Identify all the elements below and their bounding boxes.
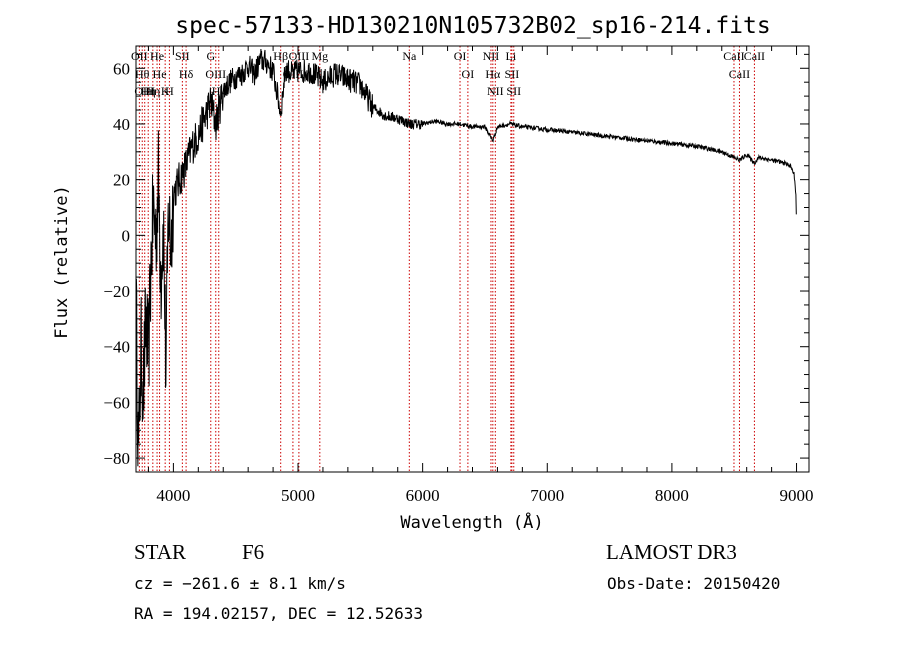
line-marker-label: Li (506, 49, 517, 63)
line-marker-label: OIII (289, 49, 310, 63)
x-axis-label: Wavelength (Å) (400, 511, 543, 533)
line-markers (138, 46, 755, 472)
chart-title: spec-57133-HD130210N105732B02_sp16-214.f… (175, 13, 770, 39)
line-marker-label: OIII (205, 67, 226, 81)
coordinates: RA = 194.02157, DEC = 12.52633 (134, 604, 423, 623)
line-marker-label: Hδ (179, 67, 194, 81)
line-marker-label: Hβ (273, 49, 288, 63)
line-marker-label: He (153, 67, 167, 81)
line-marker-label: NII (487, 84, 504, 98)
line-marker-label: Hα (485, 67, 501, 81)
plot-frame (135, 45, 810, 473)
y-tick-label: 0 (122, 226, 131, 245)
line-marker-label: H (165, 84, 174, 98)
line-marker-label: OI (462, 67, 475, 81)
y-tick-label: −40 (103, 338, 130, 357)
object-subclass: F6 (242, 540, 264, 564)
object-class: STAR (134, 540, 186, 564)
y-tick-label: −60 (103, 393, 130, 412)
line-marker-label: Mg (311, 49, 328, 63)
line-marker-label: G (206, 49, 215, 63)
line-marker-label: CaII (729, 67, 750, 81)
x-tick-label: 4000 (156, 486, 190, 505)
redshift-value: cz = −261.6 ± 8.1 km/s (134, 574, 346, 593)
x-tick-label: 5000 (281, 486, 315, 505)
y-tick-label: −20 (103, 282, 130, 301)
y-tick-label: −80 (103, 449, 130, 468)
y-tick-label: 40 (113, 115, 130, 134)
line-marker-label: Hθ (135, 67, 150, 81)
line-marker-label: NII (483, 49, 500, 63)
line-marker-label: OII (131, 49, 148, 63)
line-marker-label: Hη (145, 84, 160, 98)
line-marker-label: K (161, 84, 170, 98)
line-marker-label: SII (506, 84, 521, 98)
x-tick-label: 9000 (780, 486, 814, 505)
y-axis-ticks: −80 −60 −40 −20 0 20 40 60 (103, 53, 809, 468)
y-tick-label: 20 (113, 171, 130, 190)
x-tick-label: 7000 (530, 486, 564, 505)
observation-date: Obs-Date: 20150420 (607, 574, 780, 593)
line-marker-label: CaII (723, 49, 744, 63)
x-tick-label: 8000 (655, 486, 689, 505)
line-marker-label: Hη (141, 84, 156, 98)
line-marker-label: SII (505, 67, 520, 81)
x-tick-label: 6000 (406, 486, 440, 505)
line-marker-label: SII (175, 49, 190, 63)
x-axis-ticks: 4000 5000 6000 7000 8000 9000 (147, 46, 814, 505)
line-marker-label: CaII (744, 49, 765, 63)
line-marker-labels: OIIHθOIIIHηHηHeHeKHSIIHδGOIIIHγHβOIIIOII… (131, 49, 765, 98)
spectrum-line (135, 48, 797, 467)
survey-name: LAMOST DR3 (606, 540, 737, 564)
y-tick-label: 60 (113, 59, 130, 78)
line-marker-label: OIII (134, 84, 155, 98)
line-marker-label: Na (402, 49, 417, 63)
y-axis-label: Flux (relative) (52, 185, 72, 339)
line-marker-label: OI (454, 49, 467, 63)
line-marker-label: He (150, 49, 164, 63)
